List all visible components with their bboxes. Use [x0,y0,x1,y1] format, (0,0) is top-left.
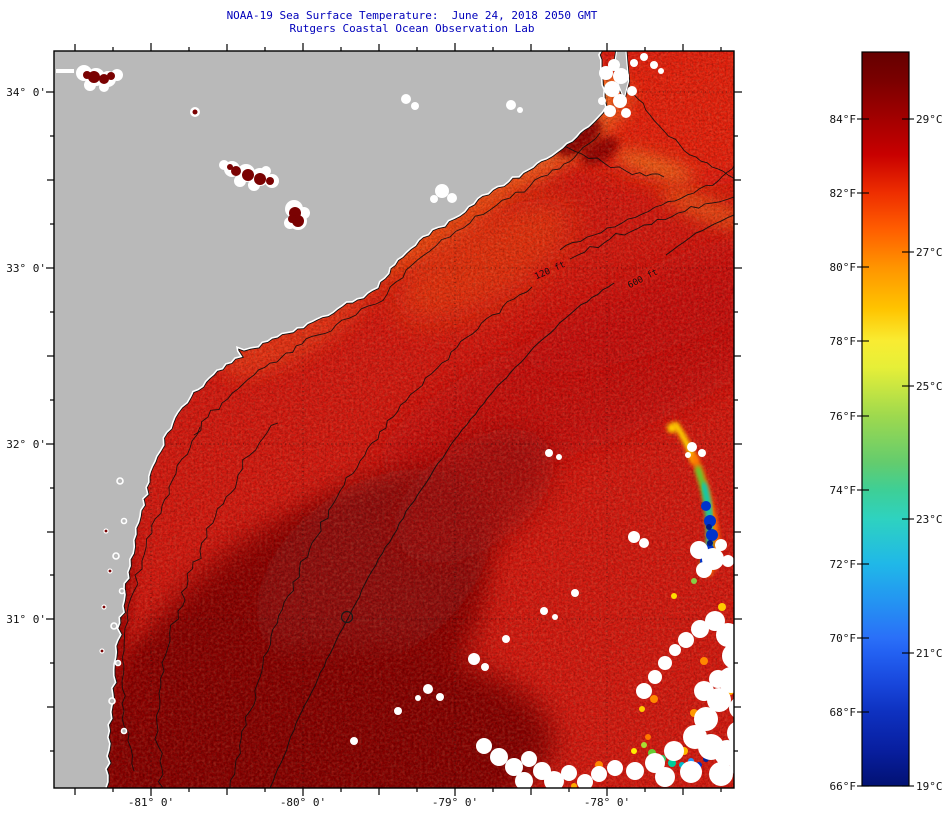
bathymetry-contours [121,62,734,788]
graticule-dotted-lines [54,51,734,788]
colorbar-fahrenheit-labels: 84°F 82°F 80°F 78°F 76°F 74°F 72°F 70°F … [830,113,857,793]
lon-label-79: -79° 0' [432,796,478,809]
cb-f-74: 74°F [830,484,857,497]
cb-c-21: 21°C [916,647,943,660]
cb-c-19: 19°C [916,780,943,793]
lon-label-81: -81° 0' [128,796,174,809]
cb-f-80: 80°F [830,261,857,274]
lon-label-80: -80° 0' [280,796,326,809]
figure-title-line2: Rutgers Coastal Ocean Observation Lab [289,22,534,35]
cb-c-27: 27°C [916,246,943,259]
cb-f-68: 68°F [830,706,857,719]
lat-label-32: 32° 0' [6,438,46,451]
station-marker-circle [340,610,354,624]
cb-c-25: 25°C [916,380,943,393]
cb-f-72: 72°F [830,558,857,571]
lat-label-34: 34° 0' [6,86,46,99]
colorbar-ticks [857,118,914,787]
cb-f-84: 84°F [830,113,857,126]
cb-c-23: 23°C [916,513,943,526]
lat-label-31: 31° 0' [6,613,46,626]
map-area: 120 ft 600 ft [53,50,735,789]
lat-label-33: 33° 0' [6,262,46,275]
inland-lakes [56,65,310,230]
cb-f-78: 78°F [830,335,857,348]
cb-f-70: 70°F [830,632,857,645]
cb-c-29: 29°C [916,113,943,126]
lon-label-78: -78° 0' [584,796,630,809]
colorbar [861,51,910,787]
cb-f-66: 66°F [830,780,857,793]
land-region [54,51,631,788]
latitude-axis-labels: 34° 0' 33° 0' 32° 0' 31° 0' [6,86,46,626]
colorbar-celsius-labels: 29°C 27°C 25°C 23°C 21°C 19°C [916,113,943,793]
cb-f-82: 82°F [830,187,857,200]
cloud-mask-patches [350,53,734,788]
figure-title-line1: NOAA-19 Sea Surface Temperature: June 24… [227,9,598,22]
axis-ticks [46,43,742,796]
map-border [53,50,735,789]
longitude-axis-labels: -81° 0' -80° 0' -79° 0' -78° 0' [128,796,630,809]
cb-f-76: 76°F [830,410,857,423]
